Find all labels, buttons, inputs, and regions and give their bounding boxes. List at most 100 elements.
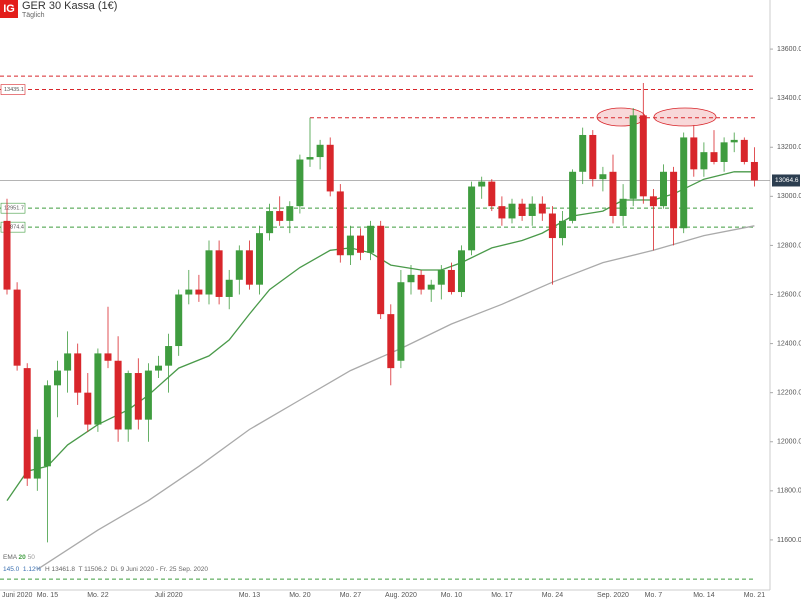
candle-body	[165, 346, 173, 366]
candle-body	[518, 203, 526, 216]
candle-body	[437, 269, 445, 285]
candle-body	[215, 250, 223, 297]
candle-body	[336, 191, 344, 256]
candle-body	[23, 368, 31, 479]
logo: IG	[0, 0, 18, 18]
level-label: 13435.1	[4, 87, 24, 93]
x-tick-label: Mo. 10	[441, 592, 463, 599]
candle-body	[13, 289, 21, 366]
candle-body	[720, 142, 728, 162]
candle-body	[94, 353, 102, 425]
y-tick-label: 12600.0	[777, 291, 801, 298]
candle-body	[498, 206, 506, 219]
x-tick-label: Mo. 21	[744, 592, 766, 599]
highlight-ellipse	[653, 107, 717, 127]
candle-body	[690, 137, 698, 170]
candle-body	[114, 360, 122, 430]
candle-body	[710, 152, 718, 162]
candle-body	[124, 373, 132, 430]
candle-body	[306, 157, 314, 160]
x-tick-label: Sep. 2020	[597, 592, 629, 599]
candle-body	[579, 134, 587, 172]
y-tick-label: 13600.0	[777, 46, 801, 53]
subtitle: Täglich	[22, 12, 45, 19]
candle-body	[660, 171, 667, 207]
x-tick-label: Mo. 27	[340, 592, 362, 599]
candle-body	[377, 225, 385, 315]
y-tick-label: 13000.0	[777, 193, 801, 200]
last-price-label: 13064.6	[775, 177, 799, 184]
change: 145.0	[3, 566, 20, 573]
level-label: 12951.7	[4, 206, 24, 212]
candle-body	[185, 289, 193, 295]
candle-body	[528, 203, 536, 216]
candle-body	[417, 274, 425, 290]
y-tick-label: 11800.0	[777, 488, 801, 495]
candle-body	[84, 392, 92, 425]
candle-body	[427, 284, 435, 290]
candle-body	[599, 174, 607, 180]
ema-fast: 20	[18, 554, 26, 561]
x-tick-label: Mo. 15	[37, 592, 59, 599]
candle-body	[589, 134, 597, 180]
level-label-box	[0, 221, 26, 233]
level-label: 12874.4	[4, 225, 24, 231]
candle-body	[569, 171, 577, 221]
legend: EMA 20 50	[3, 554, 35, 561]
x-tick-label: Aug. 2020	[385, 592, 417, 599]
candle-body	[175, 294, 183, 347]
change-pct: 1.12%	[22, 566, 42, 573]
candle-body	[144, 370, 152, 420]
candle-body	[639, 115, 647, 197]
x-tick-label: Mo. 22	[87, 592, 109, 599]
candle-body	[700, 152, 708, 170]
x-tick-label: Mo. 7	[645, 592, 663, 599]
candle-body	[559, 220, 566, 239]
candle-body	[367, 225, 375, 253]
x-tick-label: Juni 2020	[2, 592, 32, 599]
high: H 13461.8	[44, 566, 75, 573]
candle-body	[508, 203, 516, 219]
candle-body	[387, 314, 395, 369]
y-tick-label: 12200.0	[777, 390, 801, 397]
candle-body	[407, 274, 415, 283]
x-tick-label: Mo. 14	[693, 592, 715, 599]
candle-body	[134, 373, 142, 420]
candle-body	[397, 282, 405, 361]
highlight-ellipse	[596, 107, 646, 127]
y-tick-label: 13200.0	[777, 144, 801, 151]
candle-body	[43, 385, 51, 467]
low: T 11506.2	[78, 566, 108, 573]
candle-body	[619, 198, 627, 216]
candle-body	[670, 171, 678, 229]
y-tick-label: 12000.0	[777, 439, 801, 446]
candle-body	[458, 250, 465, 293]
y-tick-label: 11600.0	[777, 537, 801, 544]
candle-body	[155, 365, 162, 371]
x-tick-label: Mo. 24	[542, 592, 564, 599]
candle-body	[468, 186, 476, 251]
header: IG GER 30 Kassa (1€) Täglich	[0, 0, 117, 19]
candle-body	[33, 436, 41, 479]
candle-body	[447, 269, 455, 293]
candle-body	[266, 211, 274, 234]
candle-body	[54, 370, 61, 386]
stats: 145.0 1.12% H 13461.8 T 11506.2 Di. 9 Ju…	[3, 566, 208, 573]
range: Di. 9 Juni 2020 - Fr. 25 Sep. 2020	[110, 566, 208, 573]
candle-body	[316, 144, 324, 158]
candle-body	[629, 115, 637, 199]
x-tick-label: Mo. 20	[289, 592, 311, 599]
level-label-box	[0, 202, 26, 214]
candle-body	[235, 250, 243, 280]
indicator: EMA	[3, 554, 17, 561]
y-tick-label: 12400.0	[777, 340, 801, 347]
x-tick-label: Juli 2020	[155, 592, 183, 599]
candle-body	[548, 213, 556, 239]
candle-body	[750, 161, 758, 181]
candle-body	[286, 206, 294, 221]
candle-body	[3, 220, 11, 290]
candle-body	[245, 250, 253, 285]
candle-body	[538, 203, 546, 214]
